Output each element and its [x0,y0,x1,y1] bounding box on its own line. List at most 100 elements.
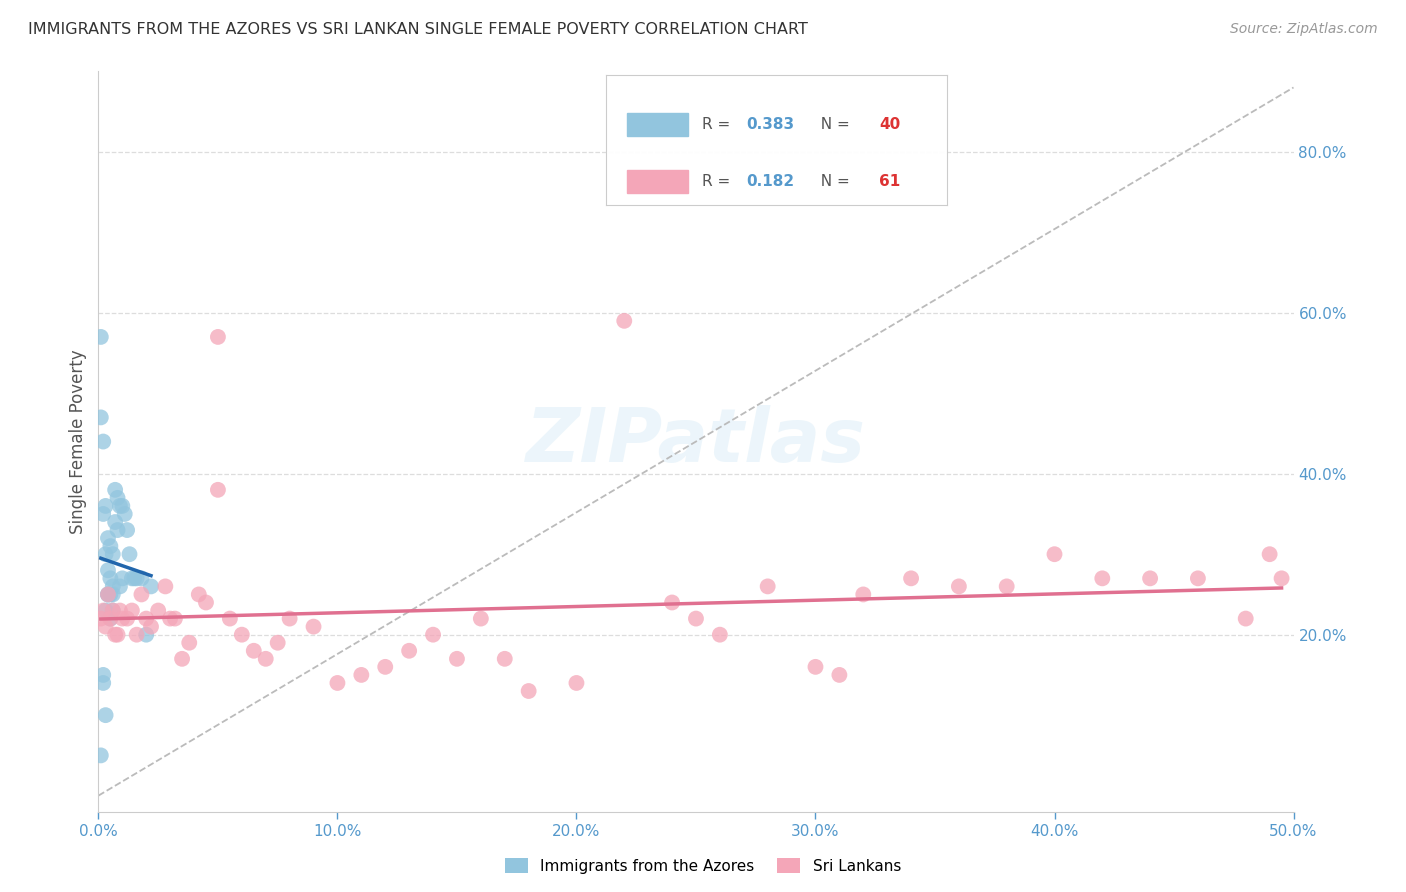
Point [661,595,683,609]
Point [254,652,277,666]
Point [90,330,112,344]
Point [350,668,373,682]
Point [756,579,779,593]
Point [470,611,492,625]
Point [804,660,827,674]
Point [101,603,124,617]
Point [111,611,134,625]
Point [94,499,117,513]
Point [98,571,122,585]
Legend: Immigrants from the Azores, Sri Lankans: Immigrants from the Azores, Sri Lankans [499,852,907,880]
Point [1043,547,1066,561]
Point [101,579,124,593]
Point [91,668,114,682]
Point [98,587,122,601]
Point [111,499,134,513]
Point [267,636,290,650]
Point [114,507,136,521]
Point [1271,571,1294,585]
Point [207,330,229,344]
Point [94,708,117,723]
Point [107,628,129,642]
Point [219,611,242,625]
Point [97,531,120,545]
Point [398,644,420,658]
Point [422,628,444,642]
Point [104,628,127,642]
Point [111,571,134,585]
Point [125,571,148,585]
Point [101,587,124,601]
Point [101,603,124,617]
Point [1091,571,1114,585]
Point [131,587,153,601]
Text: IMMIGRANTS FROM THE AZORES VS SRI LANKAN SINGLE FEMALE POVERTY CORRELATION CHART: IMMIGRANTS FROM THE AZORES VS SRI LANKAN… [28,22,808,37]
Point [446,652,468,666]
Point [97,563,120,577]
Point [107,523,129,537]
Point [108,579,131,593]
Point [121,571,143,585]
Point [91,603,114,617]
Point [139,579,162,593]
Point [995,579,1018,593]
Point [107,491,129,505]
Point [565,676,588,690]
Point [278,611,301,625]
Point [155,579,177,593]
Point [613,314,636,328]
Point [172,652,194,666]
Point [148,603,170,617]
Point [91,676,114,690]
Point [1187,571,1209,585]
Point [207,483,229,497]
Point [115,611,138,625]
Y-axis label: Single Female Poverty: Single Female Poverty [69,350,87,533]
Text: ZIPatlas: ZIPatlas [526,405,866,478]
Point [374,660,396,674]
Point [124,571,146,585]
Point [709,628,731,642]
Point [135,628,157,642]
Point [139,619,162,633]
Point [98,611,122,625]
Point [94,619,117,633]
Point [243,644,266,658]
Point [97,587,120,601]
Text: Source: ZipAtlas.com: Source: ZipAtlas.com [1230,22,1378,37]
Point [163,611,186,625]
Point [179,636,201,650]
Point [326,676,349,690]
Point [828,668,851,682]
Point [98,611,122,625]
Point [125,628,148,642]
Point [115,523,138,537]
Point [852,587,875,601]
Point [108,499,131,513]
Point [1234,611,1257,625]
Point [948,579,970,593]
Point [91,507,114,521]
Point [131,571,153,585]
Point [94,547,117,561]
Point [494,652,516,666]
Point [187,587,209,601]
Point [159,611,181,625]
Point [1258,547,1281,561]
Point [104,515,127,529]
Point [900,571,922,585]
Point [90,410,112,425]
Point [91,434,114,449]
Point [517,684,540,698]
Point [97,587,120,601]
Point [121,603,143,617]
Point [90,748,112,763]
Point [101,547,124,561]
Point [1139,571,1161,585]
Point [685,611,707,625]
Point [97,587,120,601]
Point [104,483,127,497]
Point [98,539,122,553]
Point [231,628,253,642]
Point [94,603,117,617]
